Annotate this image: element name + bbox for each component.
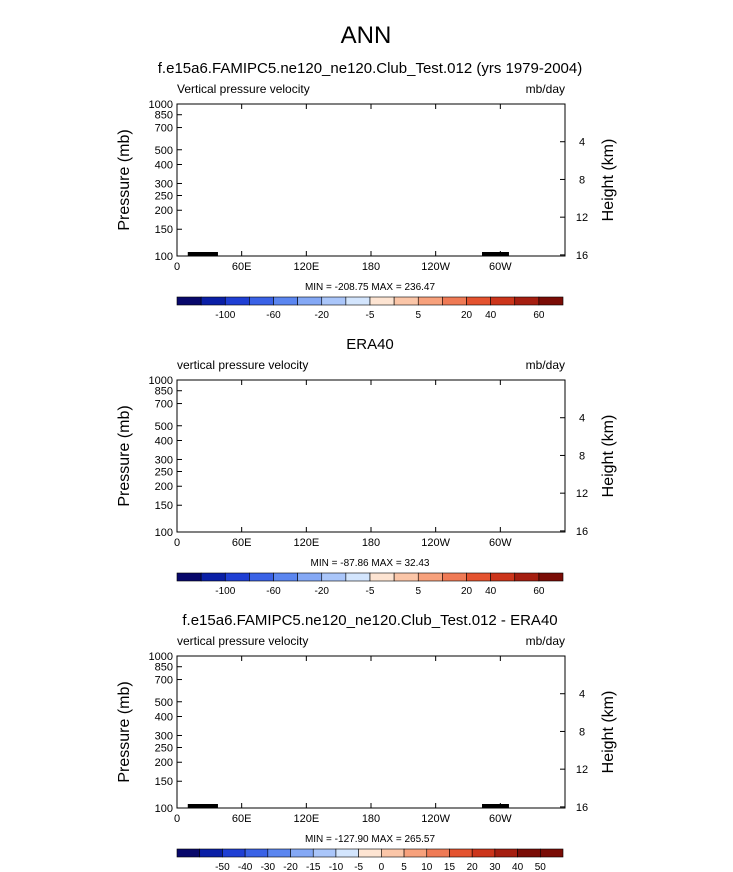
- min-max-label: MIN = -208.75 MAX = 236.47: [305, 282, 436, 293]
- y-axis-title-right: Height (km): [600, 139, 617, 222]
- panel-title: f.e15a6.FAMIPC5.ne120_ne120.Club_Test.01…: [158, 60, 582, 77]
- field-label: Vertical pressure velocity: [177, 82, 310, 96]
- figure-title: ANN: [341, 22, 392, 49]
- y-axis-title: Pressure (mb): [116, 129, 133, 230]
- units-label: mb/day: [526, 82, 565, 96]
- panel-model: f.e15a6.FAMIPC5.ne120_ne120.Club_Test.01…: [116, 60, 617, 321]
